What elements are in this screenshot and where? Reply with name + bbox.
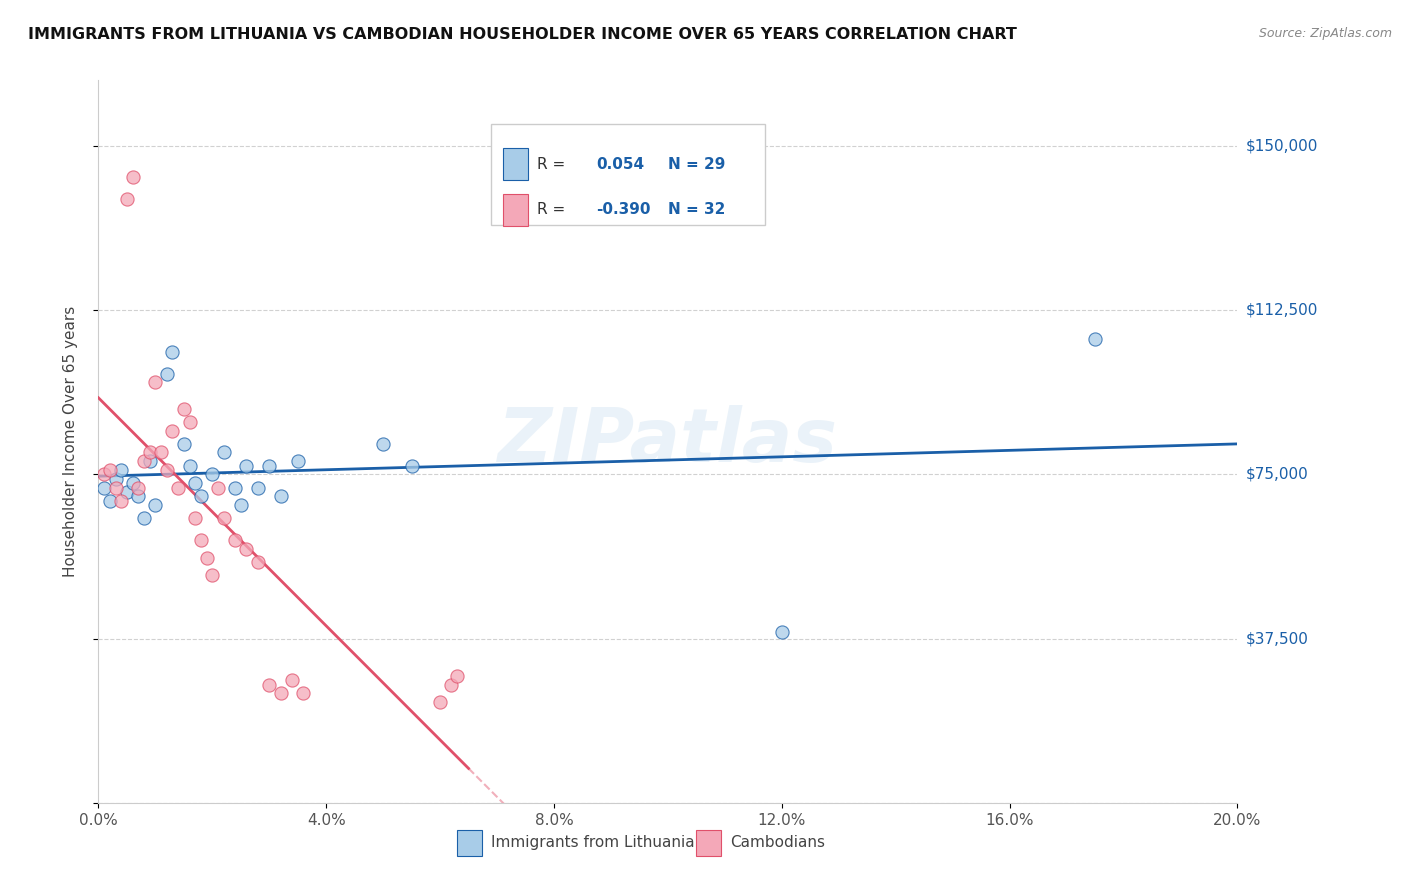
Point [115, 484, 138, 499]
Bar [503, 194, 527, 226]
Point [167, 481, 190, 495]
Point [246, 555, 269, 569]
Point [259, 677, 281, 691]
Text: Cambodians: Cambodians [731, 835, 825, 850]
Text: R =: R = [537, 202, 569, 217]
Point [138, 445, 160, 459]
Point [401, 458, 423, 473]
Point [195, 550, 218, 565]
Point [162, 424, 184, 438]
Point [184, 511, 207, 525]
Point [259, 458, 281, 473]
Point [127, 481, 149, 495]
Point [190, 489, 212, 503]
Text: $112,500: $112,500 [1246, 302, 1317, 318]
Point [150, 445, 173, 459]
Point [770, 625, 793, 640]
Text: N = 32: N = 32 [668, 202, 725, 217]
Point [201, 467, 224, 482]
Point [110, 493, 132, 508]
Point [110, 463, 132, 477]
Point [207, 481, 229, 495]
Y-axis label: Householder Income Over 65 years: Householder Income Over 65 years [63, 306, 77, 577]
Point [224, 533, 246, 547]
Bar [503, 148, 527, 180]
Text: $150,000: $150,000 [1246, 138, 1317, 153]
Bar [696, 830, 721, 855]
Point [270, 686, 292, 700]
Point [235, 541, 257, 556]
Point [224, 481, 246, 495]
Point [184, 476, 207, 491]
Point [93, 481, 115, 495]
Point [162, 344, 184, 359]
Point [287, 454, 309, 468]
Text: $75,000: $75,000 [1246, 467, 1309, 482]
Point [179, 415, 201, 429]
Point [446, 669, 468, 683]
Text: 0.054: 0.054 [596, 157, 644, 171]
Text: R =: R = [537, 157, 569, 171]
Text: ZIPatlas: ZIPatlas [498, 405, 838, 478]
FancyBboxPatch shape [491, 124, 765, 225]
Point [201, 568, 224, 582]
Point [132, 511, 155, 525]
Point [212, 511, 235, 525]
Point [179, 458, 201, 473]
Point [145, 376, 167, 390]
Point [173, 436, 195, 450]
Point [292, 686, 315, 700]
Point [281, 673, 304, 688]
Point [115, 192, 138, 206]
Point [373, 436, 395, 450]
Point [132, 454, 155, 468]
Point [104, 481, 127, 495]
Point [270, 489, 292, 503]
Point [138, 454, 160, 468]
Point [121, 169, 143, 184]
Text: Immigrants from Lithuania: Immigrants from Lithuania [491, 835, 695, 850]
Point [93, 467, 115, 482]
Point [145, 498, 167, 512]
Text: Source: ZipAtlas.com: Source: ZipAtlas.com [1258, 27, 1392, 40]
Point [98, 463, 121, 477]
Point [235, 458, 257, 473]
Point [121, 476, 143, 491]
Point [173, 401, 195, 416]
Text: -0.390: -0.390 [596, 202, 651, 217]
Text: $37,500: $37,500 [1246, 632, 1309, 646]
Point [156, 463, 179, 477]
Point [440, 677, 463, 691]
Point [98, 493, 121, 508]
Bar [457, 830, 482, 855]
Point [156, 367, 179, 381]
Point [190, 533, 212, 547]
Point [127, 489, 149, 503]
Point [1084, 332, 1107, 346]
Text: N = 29: N = 29 [668, 157, 725, 171]
Point [429, 695, 451, 709]
Point [246, 481, 269, 495]
Text: IMMIGRANTS FROM LITHUANIA VS CAMBODIAN HOUSEHOLDER INCOME OVER 65 YEARS CORRELAT: IMMIGRANTS FROM LITHUANIA VS CAMBODIAN H… [28, 27, 1017, 42]
Point [229, 498, 252, 512]
Point [104, 472, 127, 486]
Point [212, 445, 235, 459]
